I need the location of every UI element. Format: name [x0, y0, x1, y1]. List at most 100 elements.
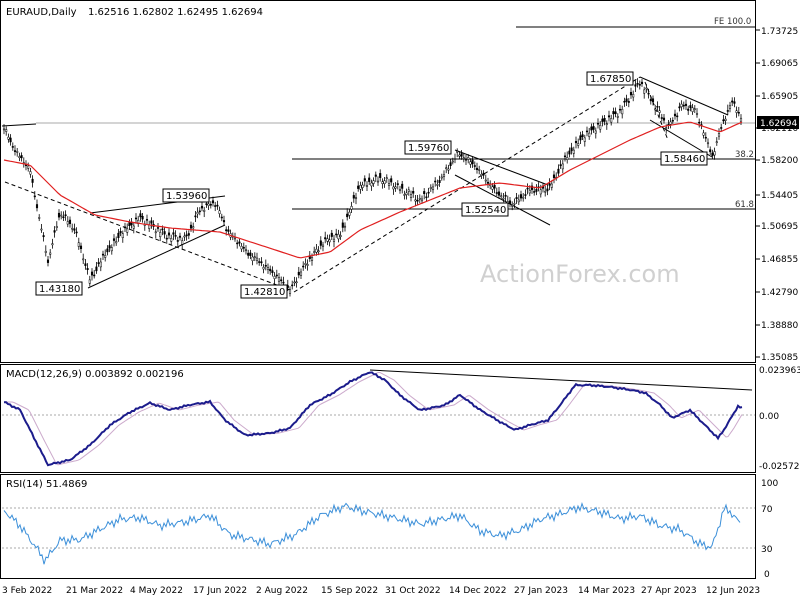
- dashed-down-trend: [4, 181, 291, 291]
- candle-body: [220, 216, 223, 219]
- annotation-labels: 1.43180 1.53960 1.42810 1.59760 1.52540 …: [35, 71, 708, 299]
- candle-body: [500, 195, 503, 198]
- candle-body: [288, 289, 292, 294]
- candle-body: [46, 259, 50, 263]
- candle-body: [442, 174, 446, 178]
- rsi-tick: 100: [761, 479, 778, 489]
- candle-body: [401, 183, 404, 189]
- date-tick: 21 Mar 2022: [66, 586, 123, 596]
- label-box-7: 1.58460: [660, 151, 708, 166]
- candle-body: [225, 229, 228, 232]
- date-tick: 14 Mar 2023: [578, 586, 635, 596]
- rsi-tick: 0: [764, 570, 770, 580]
- candle-body: [420, 198, 424, 202]
- candle-body: [218, 210, 221, 214]
- candle-body: [198, 210, 201, 213]
- candle-body: [88, 279, 91, 284]
- candle-body: [293, 281, 296, 284]
- candle-body: [596, 122, 600, 125]
- candle-body: [277, 277, 281, 282]
- candle-body: [680, 103, 683, 108]
- price-tick: 1.58200: [761, 156, 798, 166]
- candle-body: [99, 261, 102, 268]
- candle-body: [491, 186, 494, 190]
- candle-body: [82, 258, 85, 261]
- candle-body: [418, 197, 421, 200]
- candle-body: [9, 137, 12, 143]
- candle-body: [181, 240, 184, 245]
- candle-body: [86, 268, 89, 270]
- candle-body: [64, 214, 67, 216]
- candle-body: [242, 247, 245, 249]
- candle-body: [526, 187, 529, 190]
- candle-body: [13, 150, 17, 152]
- ohlc-label: 1.62516 1.62802 1.62495 1.62694: [88, 7, 263, 18]
- channel-upper: [454, 149, 549, 186]
- candle-body: [722, 119, 725, 122]
- candle-body: [645, 87, 648, 90]
- svg-text:1.53960: 1.53960: [166, 191, 207, 202]
- candle-body: [330, 232, 333, 237]
- candle-body: [361, 184, 364, 188]
- candle-body: [563, 155, 567, 158]
- candle-body: [240, 246, 243, 250]
- candle-body: [104, 255, 107, 258]
- label-box-1: 1.43180: [35, 281, 83, 296]
- candle-body: [590, 126, 593, 131]
- time-axis: 3 Feb 2022 21 Mar 2022 4 May 2022 17 Jun…: [2, 586, 760, 596]
- macd-axis: 0.023963 0.00 -0.025726: [759, 366, 800, 472]
- candle-body: [112, 238, 116, 241]
- candle-body: [370, 182, 373, 187]
- candle-body: [640, 81, 644, 85]
- candle-body: [167, 232, 171, 236]
- candle-body: [709, 149, 712, 153]
- svg-text:1.58460: 1.58460: [664, 154, 705, 165]
- candle-body: [480, 173, 483, 176]
- channel-lower: [454, 174, 551, 226]
- date-tick: 15 Sep 2022: [321, 586, 378, 596]
- candle-body: [440, 176, 443, 179]
- candle-body: [379, 173, 382, 178]
- symbol-label: EURAUD,Daily: [6, 7, 77, 18]
- candle-body: [205, 203, 208, 205]
- candle-body: [273, 276, 276, 279]
- candle-body: [110, 247, 113, 252]
- candle-body: [392, 186, 395, 190]
- candle-body: [269, 268, 272, 272]
- candle-body: [7, 136, 10, 140]
- candle-body: [484, 179, 487, 182]
- price-tick: 1.46855: [761, 255, 798, 265]
- candle-body: [332, 238, 336, 242]
- candle-body: [416, 199, 419, 202]
- candle-body: [222, 220, 226, 223]
- macd-tick: 0.00: [759, 412, 779, 422]
- candle-body: [557, 168, 560, 174]
- candle-body: [68, 219, 72, 224]
- candle-body: [671, 120, 674, 122]
- candle-body: [429, 187, 432, 189]
- candle-body: [57, 212, 61, 218]
- candle-body: [603, 118, 606, 122]
- price-tick: 1.38880: [761, 321, 798, 331]
- candle-body: [343, 225, 347, 228]
- price-tick: 1.69065: [761, 59, 798, 69]
- candle-body: [321, 244, 325, 247]
- dashed-up-trend: [293, 76, 641, 293]
- candle-body: [71, 227, 74, 230]
- candle-body: [689, 105, 692, 108]
- candle-body: [211, 200, 215, 204]
- candle-body: [346, 213, 349, 218]
- candle-body: [453, 158, 457, 160]
- candle-body: [676, 115, 679, 118]
- candle-body: [196, 212, 199, 215]
- candle-body: [313, 251, 316, 253]
- candle-body: [280, 279, 283, 282]
- label-box-5: 1.52540: [461, 202, 509, 217]
- candle-body: [684, 103, 688, 106]
- candle-body: [673, 113, 677, 117]
- candle-body: [27, 165, 30, 169]
- candle-body: [156, 227, 160, 229]
- candle-body: [687, 108, 690, 111]
- candle-body: [691, 107, 694, 112]
